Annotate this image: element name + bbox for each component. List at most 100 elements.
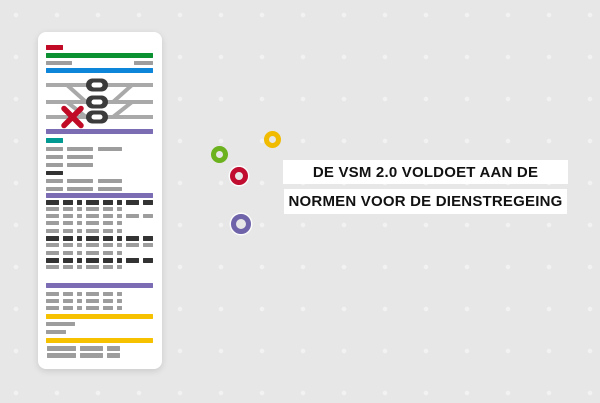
placeholder-text-segment — [103, 292, 113, 296]
placeholder-text-segment — [46, 179, 63, 183]
placeholder-text-segment — [67, 179, 93, 183]
placeholder-text-segment — [46, 306, 59, 310]
placeholder-text-segment — [63, 265, 73, 269]
placeholder-text-segment — [46, 258, 59, 263]
placeholder-text-segment — [46, 236, 59, 241]
placeholder-text-segment — [80, 346, 103, 351]
placeholder-text-segment — [103, 200, 113, 205]
switch-diagonal — [111, 100, 134, 119]
teal-tag — [46, 138, 63, 143]
placeholder-text-segment — [46, 265, 59, 269]
placeholder-text-segment — [117, 236, 122, 241]
placeholder-text-segment — [46, 187, 63, 191]
placeholder-text-segment — [103, 258, 113, 263]
placeholder-text-segment — [143, 236, 153, 241]
green-bar — [46, 53, 153, 58]
placeholder-text-segment — [46, 200, 59, 205]
train-icon — [86, 110, 108, 124]
placeholder-text-segment — [86, 258, 99, 263]
switch-diagonal — [111, 83, 134, 104]
placeholder-text-segment — [86, 207, 99, 211]
placeholder-text-segment — [63, 214, 73, 218]
placeholder-text-segment — [103, 221, 113, 225]
yellow-divider — [46, 314, 153, 319]
placeholder-text-segment — [63, 243, 73, 247]
placeholder-text-segment — [86, 265, 99, 269]
gray-line — [134, 61, 153, 65]
placeholder-text-segment — [77, 214, 82, 218]
placeholder-text-segment — [98, 147, 122, 151]
placeholder-text-segment — [86, 214, 99, 218]
placeholder-text-segment — [46, 155, 63, 159]
placeholder-text-segment — [103, 207, 113, 211]
placeholder-text-segment — [117, 221, 122, 225]
placeholder-text-segment — [46, 299, 59, 303]
placeholder-text-segment — [67, 147, 93, 151]
placeholder-text-segment — [107, 346, 120, 351]
placeholder-text-segment — [103, 306, 113, 310]
placeholder-text-segment — [47, 346, 76, 351]
placeholder-text-segment — [77, 221, 82, 225]
placeholder-text-segment — [63, 200, 73, 205]
placeholder-text-segment — [46, 229, 59, 233]
placeholder-text-segment — [117, 200, 122, 205]
placeholder-text-segment — [86, 200, 99, 205]
placeholder-text-segment — [126, 243, 139, 247]
placeholder-text-segment — [63, 251, 73, 255]
placeholder-text-segment — [103, 236, 113, 241]
placeholder-text-segment — [117, 258, 122, 263]
document-content — [38, 32, 162, 369]
placeholder-text-segment — [143, 214, 153, 218]
placeholder-text-segment — [117, 251, 122, 255]
placeholder-text-segment — [117, 214, 122, 218]
placeholder-text-segment — [103, 243, 113, 247]
placeholder-text-segment — [117, 207, 122, 211]
placeholder-text-segment — [77, 207, 82, 211]
purple-divider — [46, 129, 153, 134]
placeholder-text-segment — [117, 243, 122, 247]
train-icon — [86, 78, 108, 92]
placeholder-text-segment — [126, 258, 139, 263]
placeholder-text-segment — [46, 243, 59, 247]
placeholder-text-segment — [63, 292, 73, 296]
placeholder-text-segment — [143, 258, 153, 263]
placeholder-text-segment — [46, 292, 59, 296]
placeholder-text-segment — [46, 147, 63, 151]
placeholder-text-segment — [143, 200, 153, 205]
dark-label — [46, 171, 63, 175]
placeholder-text-segment — [103, 214, 113, 218]
placeholder-text-segment — [77, 200, 82, 205]
railway-track-diagram — [46, 78, 153, 129]
placeholder-text-segment — [86, 251, 99, 255]
placeholder-text-segment — [86, 306, 99, 310]
placeholder-text-segment — [80, 353, 103, 358]
placeholder-text-segment — [86, 292, 99, 296]
placeholder-text-segment — [46, 207, 59, 211]
placeholder-text-segment — [63, 236, 73, 241]
placeholder-text-segment — [67, 163, 93, 167]
placeholder-text-segment — [86, 236, 99, 241]
placeholder-text-segment — [117, 229, 122, 233]
placeholder-text-segment — [77, 251, 82, 255]
train-icon — [86, 95, 108, 109]
red-tag — [46, 45, 63, 50]
placeholder-text-segment — [77, 229, 82, 233]
purple-divider — [46, 193, 153, 198]
placeholder-text-segment — [126, 214, 139, 218]
placeholder-text-segment — [98, 187, 122, 191]
blue-bar — [46, 68, 153, 73]
placeholder-text-segment — [67, 187, 93, 191]
placeholder-text-segment — [107, 353, 120, 358]
placeholder-text-segment — [143, 243, 153, 247]
placeholder-text-segment — [77, 236, 82, 241]
placeholder-text-segment — [126, 236, 139, 241]
placeholder-text-segment — [46, 163, 63, 167]
timetable-document-card — [38, 32, 162, 369]
placeholder-text-segment — [86, 229, 99, 233]
ring-green — [210, 145, 228, 163]
placeholder-text-segment — [67, 155, 93, 159]
placeholder-text-segment — [47, 353, 76, 358]
switch-diagonal — [65, 83, 88, 104]
ring-yellow — [263, 130, 281, 148]
